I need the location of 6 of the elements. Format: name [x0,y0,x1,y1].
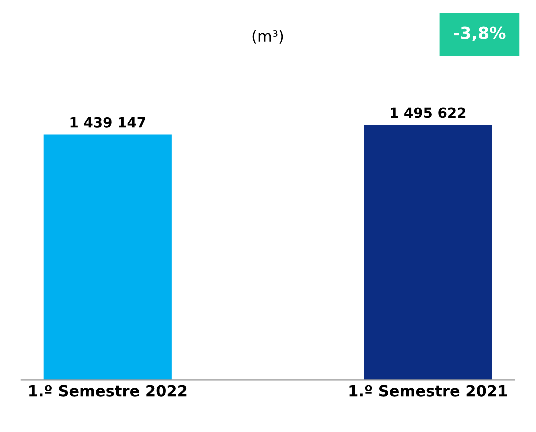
data-label: 1 495 622 [391,108,466,118]
data-label: 1 439 147 [70,117,146,128]
text: -3,8% [454,26,506,42]
x-tick-label: 1.º Semestre 2021 [350,385,508,397]
x-tick-label: 1.º Semestre 2022 [30,385,187,397]
chart-subtitle: (m³) [252,30,284,44]
